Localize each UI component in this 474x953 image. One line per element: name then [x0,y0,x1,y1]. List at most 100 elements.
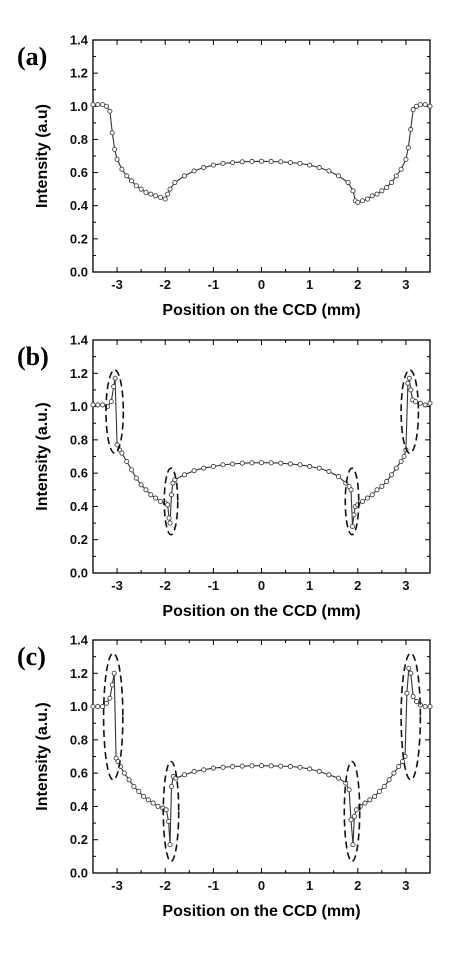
data-point [95,402,101,408]
x-tick-label: -2 [159,277,171,292]
data-point [181,472,188,478]
data-point [297,462,303,468]
data-point [239,460,245,466]
data-point [172,179,178,186]
data-point [422,402,428,408]
data-point [119,450,125,456]
data-point [367,797,373,803]
data-point [168,492,175,498]
data-point [119,166,125,172]
x-tick-label: 1 [306,277,313,292]
data-point [398,458,404,465]
data-point [287,160,293,166]
data-point [307,766,313,772]
x-axis-title: Position on the CCD (mm) [162,603,360,620]
panel-label: (b) [17,342,49,371]
data-point [278,763,284,769]
y-tick-label: 0.4 [70,799,89,814]
x-axis-title: Position on the CCD (mm) [162,302,360,319]
data-point [172,477,178,483]
data-point [316,768,322,775]
data-point [427,704,433,710]
y-tick-label: 1.0 [70,399,88,414]
data-point [181,173,188,179]
highlight-ellipse [344,467,360,536]
data-point [100,704,106,710]
data-point [391,770,397,776]
x-tick-label: -3 [111,878,123,893]
data-point [111,670,117,676]
data-point [166,818,172,824]
data-point [374,487,380,493]
data-point [396,763,402,770]
data-point [133,183,139,189]
y-axis-title: Intensity (a.u.) [34,702,51,810]
data-point [326,168,332,174]
data-point [376,788,383,795]
data-point [400,758,406,765]
x-tick-label: 2 [354,878,361,893]
data-point [100,402,106,408]
highlight-ellipse [400,369,420,454]
data-point [239,763,245,769]
data-point [191,768,197,775]
data-point [138,482,144,488]
data-point [369,492,375,498]
data-point [143,487,149,493]
data-point [307,463,313,470]
y-tick-label: 1.4 [70,633,89,648]
data-point [121,770,127,776]
data-point [287,461,293,467]
data-point [348,487,354,493]
y-tick-label: 0.0 [70,866,88,881]
x-tick-label: 3 [402,277,409,292]
data-point [124,458,130,465]
data-point [408,387,414,393]
data-point [249,158,255,165]
data-point [278,159,284,165]
data-point [398,166,404,172]
data-point [326,468,332,475]
data-point [388,472,395,478]
x-tick-label: -1 [208,578,220,593]
data-point [384,184,390,191]
y-tick-label: 0.2 [70,231,88,246]
data-point [422,704,428,710]
data-point [128,178,135,184]
data-point [386,777,392,783]
y-tick-label: 1.0 [70,699,88,714]
data-point [109,682,115,688]
data-point [150,800,156,806]
data-point [249,460,255,466]
data-point [157,194,163,200]
y-tick-label: 1.4 [70,333,89,348]
data-point [355,199,361,205]
x-tick-label: -1 [208,277,220,292]
data-point [379,483,385,490]
data-point [405,145,411,151]
data-point [278,460,284,466]
data-point [191,168,197,174]
data-point [165,191,171,197]
panel-label: (a) [17,42,47,71]
data-point [410,694,416,700]
data-point [109,130,115,136]
data-point [133,475,139,481]
y-tick-label: 0.0 [70,265,88,280]
data-point [350,842,356,848]
data-point [406,665,412,671]
data-point [148,492,154,498]
data-point [210,765,216,771]
data-point [107,695,113,701]
data-point [268,460,274,466]
data-point [124,173,130,179]
data-point [297,764,303,770]
data-point [393,173,399,179]
x-tick-label: 2 [354,277,361,292]
x-tick-label: 1 [306,578,313,593]
data-point [345,179,351,186]
highlight-ellipse [102,652,124,781]
data-point [427,103,433,109]
data-point [230,763,236,770]
